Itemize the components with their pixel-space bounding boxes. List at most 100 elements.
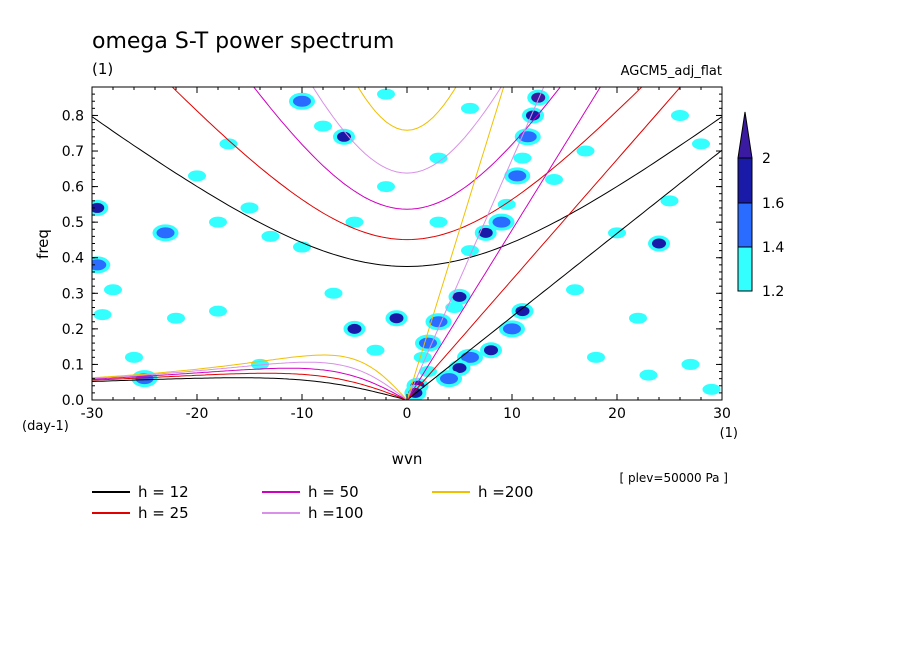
power-blob	[293, 241, 311, 253]
y-tick-label: 0.5	[62, 215, 84, 231]
legend-label: h = 25	[138, 504, 189, 522]
power-blob	[484, 345, 498, 356]
colorbar-label: 1.6	[762, 196, 784, 212]
model-name: AGCM5_adj_flat	[621, 64, 722, 79]
y-tick-label: 0.8	[62, 108, 84, 124]
power-blob	[188, 170, 206, 182]
colorbar-label: 1.2	[762, 284, 784, 300]
colorbar-label: 2	[762, 151, 771, 167]
colorbar-segment	[737, 157, 753, 204]
x-tick-label: 0	[403, 406, 412, 422]
rossby-curve	[92, 367, 408, 400]
power-blob	[681, 358, 700, 370]
x-tick-label: -20	[186, 406, 209, 422]
power-blob	[452, 362, 467, 373]
power-blob	[209, 216, 227, 228]
y-tick-label: 0.3	[62, 286, 84, 302]
power-blob	[576, 145, 595, 157]
legend: h = 12 h = 25 h = 50 h =100 h =200	[92, 483, 533, 522]
power-blob	[461, 245, 479, 257]
power-blob	[125, 351, 143, 363]
level-note: [ plev=50000 Pa ]	[619, 471, 728, 485]
power-blob	[497, 198, 516, 210]
rossby-curve	[92, 354, 408, 400]
inertia-gravity-curve	[253, 87, 561, 210]
colorbar-segment	[737, 202, 753, 248]
y-tick-label: 0.7	[62, 144, 84, 160]
power-blob	[389, 313, 404, 324]
power-blob	[413, 351, 432, 363]
x-tick-label: 20	[608, 406, 626, 422]
power-blob	[240, 202, 259, 214]
power-blob	[503, 323, 521, 335]
power-blob	[445, 302, 464, 314]
legend-label: h = 50	[308, 483, 359, 501]
power-blob	[478, 227, 493, 238]
chart-title: omega S-T power spectrum	[92, 29, 394, 54]
power-blob	[429, 316, 448, 328]
dispersion-curves	[92, 87, 722, 400]
power-blob	[492, 216, 511, 228]
spectral-power-contours	[92, 88, 721, 400]
power-blob	[692, 138, 710, 150]
inertia-gravity-curve	[92, 116, 722, 268]
power-blob	[587, 351, 605, 363]
x-axis-label: wvn	[392, 450, 423, 468]
power-blob	[513, 152, 532, 164]
power-blob	[345, 216, 364, 228]
y-tick-label: 0.1	[62, 357, 84, 373]
x-tick-label: 10	[503, 406, 521, 422]
power-blob	[461, 351, 479, 363]
inertia-gravity-curve	[357, 87, 457, 131]
y-tick-label: 0.0	[62, 393, 84, 409]
x-axis: -30 -20 -10 0 10 20 30	[81, 87, 731, 422]
x-tick-label: -30	[81, 406, 104, 422]
power-blob	[104, 284, 122, 296]
power-blob	[526, 110, 540, 121]
power-blob	[461, 102, 479, 114]
kelvin-curve	[406, 87, 682, 400]
y-axis: 0.0 0.1 0.2 0.3 0.4 0.5 0.6 0.7 0.8	[62, 86, 722, 409]
inertia-gravity-curve	[312, 87, 502, 174]
rossby-curve	[92, 377, 408, 400]
legend-label: h = 12	[138, 483, 189, 501]
inertia-gravity-curve	[171, 87, 643, 241]
power-blob	[566, 284, 584, 296]
power-blob	[545, 173, 563, 185]
colorbar-label: 1.4	[762, 240, 784, 256]
power-blob	[652, 238, 666, 249]
chart-units: (1)	[92, 60, 113, 78]
power-blob	[660, 195, 679, 207]
power-blob	[347, 323, 362, 334]
power-blob	[93, 309, 112, 321]
legend-label: h =200	[478, 483, 533, 501]
colorbar-triangle	[737, 111, 753, 159]
x-axis-units: (1)	[720, 426, 738, 441]
power-blob	[515, 306, 530, 317]
power-blob	[293, 95, 311, 107]
y-axis-units: (day-1)	[22, 419, 69, 434]
power-blob	[531, 92, 546, 103]
kelvin-curve	[406, 149, 722, 400]
power-blob	[314, 120, 332, 132]
rossby-curve	[92, 361, 408, 400]
power-blob	[452, 291, 467, 302]
power-blob	[156, 227, 175, 239]
power-blob	[377, 88, 395, 100]
power-blob	[702, 383, 721, 395]
power-blob	[337, 131, 351, 142]
power-blob	[671, 109, 689, 121]
colorbar-segment	[737, 246, 753, 292]
power-blob	[167, 312, 185, 324]
legend-label: h =100	[308, 504, 363, 522]
power-blob	[629, 312, 647, 324]
power-blob	[419, 337, 437, 349]
power-blob	[209, 305, 227, 317]
power-blob	[324, 287, 343, 299]
rossby-curve	[92, 372, 408, 400]
y-tick-label: 0.4	[62, 251, 84, 267]
power-blob	[377, 181, 395, 193]
kelvin-curve	[406, 87, 601, 400]
kelvin-curve	[406, 87, 545, 400]
